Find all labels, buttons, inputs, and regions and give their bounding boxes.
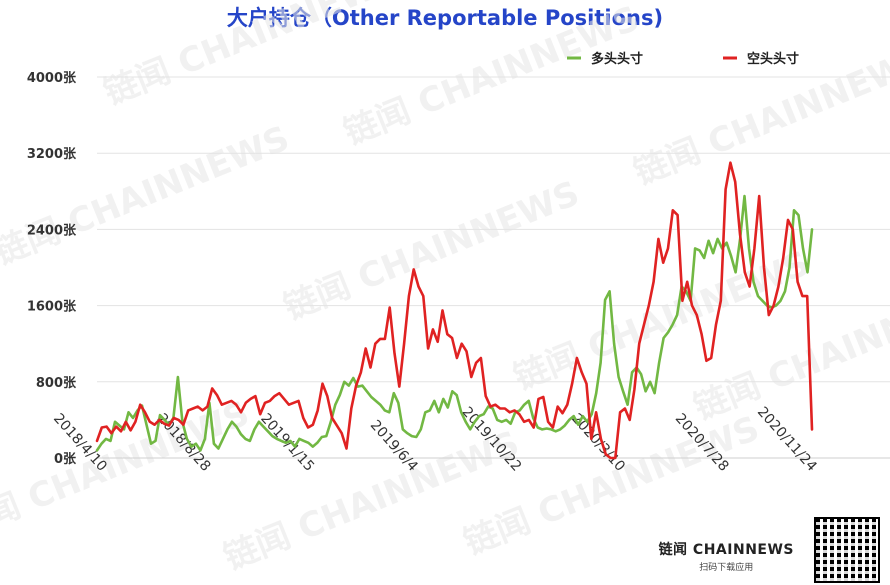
x-tick-label: 2020/11/24 (754, 404, 820, 475)
brand-name: 链闻 CHAINNEWS (658, 542, 794, 558)
legend-label: 空头头寸 (747, 51, 799, 67)
brand-block: 链闻 CHAINNEWS 扫码下载应用 (659, 539, 794, 573)
y-tick-label: 1600张 (27, 300, 77, 315)
series-line-short (95, 161, 814, 460)
grid-lines (97, 76, 890, 459)
qr-code-icon (814, 517, 880, 583)
chart-title: 大户持仓（Other Reportable Positions) (226, 6, 664, 30)
y-tick-label: 0张 (54, 452, 77, 467)
x-axis-ticks: 2018/4/10 2018/8/28 2019/1/15 2019/6/4 2019/… (50, 404, 820, 475)
series-line-long (95, 194, 814, 452)
legend: 多头头寸 空头头寸 (567, 51, 799, 67)
y-axis-ticks: 0张 800张 1600张 2400张 3200张 4000张 (27, 71, 77, 467)
x-tick-label: 2020/7/28 (672, 411, 732, 475)
y-tick-label: 3200张 (27, 147, 77, 162)
brand-subtitle: 扫码下载应用 (699, 563, 754, 573)
y-tick-label: 4000张 (27, 71, 77, 86)
x-tick-label: 2019/6/4 (367, 417, 421, 475)
y-tick-label: 800张 (36, 376, 77, 391)
y-tick-label: 2400张 (27, 223, 77, 238)
series-lines (95, 161, 814, 460)
legend-label: 多头头寸 (591, 51, 643, 67)
